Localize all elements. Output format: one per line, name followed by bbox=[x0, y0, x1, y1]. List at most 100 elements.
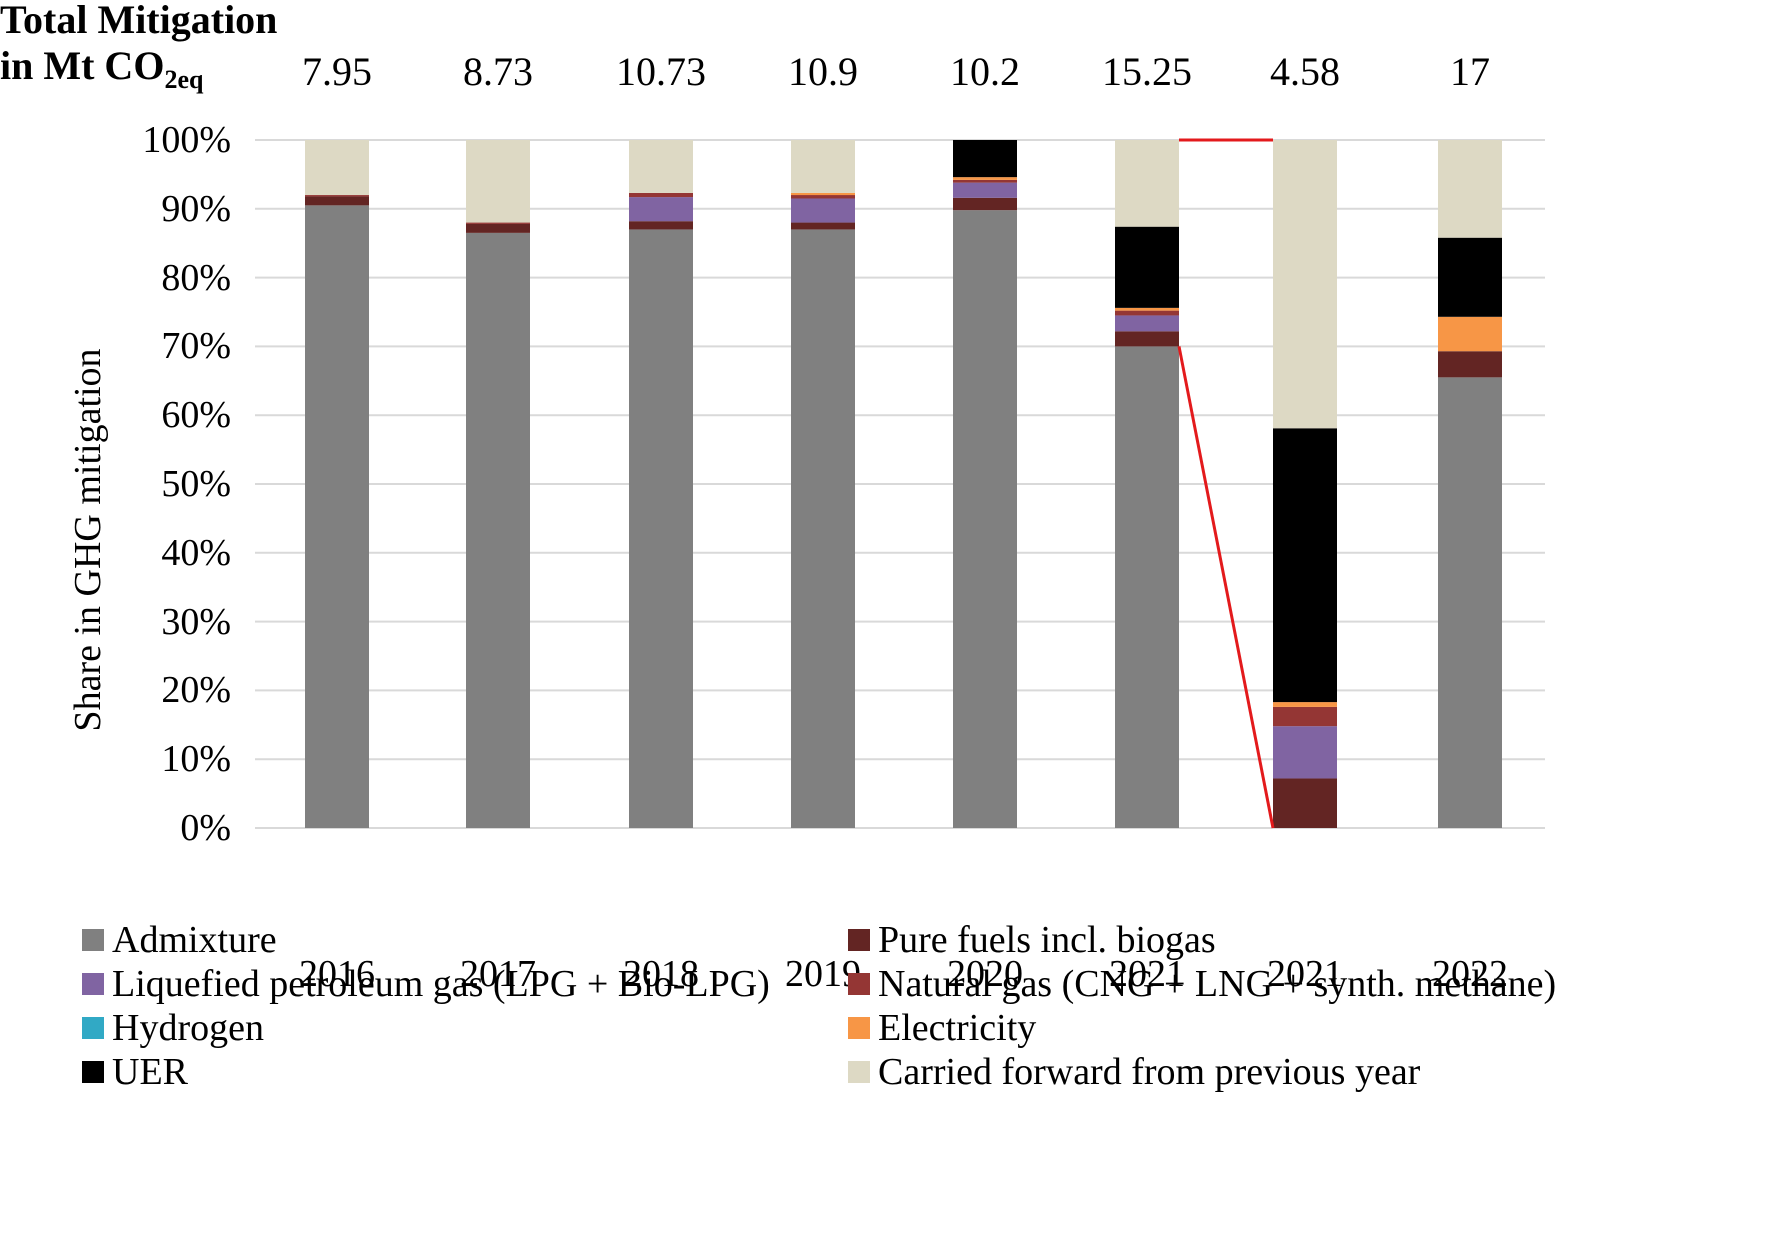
bar-segment bbox=[1115, 346, 1179, 828]
y-tick-label: 20% bbox=[161, 669, 231, 712]
legend-swatch bbox=[82, 1061, 104, 1083]
legend-label: UER bbox=[112, 1051, 188, 1093]
legend-swatch bbox=[848, 1061, 870, 1083]
bar-segment bbox=[953, 210, 1017, 828]
y-tick-label: 50% bbox=[161, 463, 231, 505]
bar-segment bbox=[791, 140, 855, 193]
y-tick-label: 40% bbox=[161, 531, 231, 574]
bar-segment bbox=[629, 197, 693, 222]
bar-segment bbox=[629, 140, 693, 193]
bar-segment bbox=[629, 229, 693, 828]
legend-item: Carried forward from previous year bbox=[848, 1050, 1420, 1094]
bar-segment bbox=[466, 140, 530, 223]
bar-segment bbox=[629, 192, 693, 198]
y-tick-label: 70% bbox=[161, 325, 231, 368]
bar-segment bbox=[953, 197, 1017, 211]
bar-segment bbox=[305, 140, 369, 196]
x-tick-label: 2016 bbox=[299, 953, 375, 995]
legend-swatch bbox=[82, 1017, 104, 1039]
total-mitigation-title: Total Mitigation bbox=[0, 0, 278, 42]
bar-segment bbox=[1115, 226, 1179, 308]
bar-segment bbox=[305, 195, 369, 197]
bar-segment bbox=[466, 223, 530, 233]
bar-segment bbox=[1115, 315, 1179, 332]
legend-label: Carried forward from previous year bbox=[878, 1051, 1421, 1093]
y-tick-label: 80% bbox=[161, 256, 231, 299]
legend-label: Electricity bbox=[878, 1007, 1037, 1049]
bar-segment bbox=[953, 140, 1017, 178]
y-tick-label: 30% bbox=[161, 600, 231, 643]
bar-segment bbox=[1273, 140, 1337, 429]
legend-label: Hydrogen bbox=[112, 1007, 264, 1049]
x-tick-label: 2017 bbox=[460, 953, 536, 995]
total-value: 10.9 bbox=[788, 49, 858, 94]
gridlines bbox=[255, 139, 1545, 829]
connector-line bbox=[1177, 346, 1275, 829]
y-tick-label: 90% bbox=[161, 187, 231, 230]
bar-segment bbox=[1273, 778, 1337, 828]
x-tick-label: 2021 bbox=[1267, 953, 1343, 995]
legend-label: Admixture bbox=[112, 919, 277, 961]
bar-segment bbox=[791, 192, 855, 196]
legend-item: Hydrogen bbox=[82, 1006, 264, 1050]
bar-segment bbox=[629, 221, 693, 230]
legend-swatch bbox=[848, 929, 870, 951]
bar-segment bbox=[1273, 726, 1337, 779]
bar-segment bbox=[1273, 702, 1337, 707]
bar-segment bbox=[953, 177, 1017, 180]
total-value: 8.73 bbox=[463, 49, 533, 94]
legend-item: Electricity bbox=[848, 1006, 1036, 1050]
bar-segment bbox=[791, 198, 855, 223]
total-value: 7.95 bbox=[302, 49, 372, 94]
legend-item: Natural gas (CNG + LNG + synth. methane) bbox=[848, 962, 1556, 1006]
zoom-connectors bbox=[1177, 138, 1275, 829]
bar-segment bbox=[1115, 307, 1179, 311]
x-tick-label: 2022 bbox=[1432, 953, 1508, 995]
x-tick-label: 2018 bbox=[623, 953, 699, 995]
y-axis-label: Share in GHG mitigation bbox=[67, 348, 109, 732]
y-tick-label: 60% bbox=[161, 394, 231, 437]
legend-label: Liquefied petroleum gas (LPG + Bio-LPG) bbox=[112, 963, 770, 1005]
total-value: 17 bbox=[1450, 49, 1490, 94]
bar-segment bbox=[1438, 237, 1502, 317]
legend-swatch bbox=[848, 973, 870, 995]
bar-segment bbox=[791, 222, 855, 230]
bar-segment bbox=[466, 232, 530, 828]
bar-segment bbox=[1115, 310, 1179, 316]
legend-item: Liquefied petroleum gas (LPG + Bio-LPG) bbox=[82, 962, 770, 1006]
total-value: 10.73 bbox=[616, 49, 706, 94]
total-value: 10.2 bbox=[950, 49, 1020, 94]
bar-segment bbox=[953, 182, 1017, 198]
y-tick-label: 10% bbox=[161, 738, 231, 781]
x-tick-label: 2020 bbox=[947, 953, 1023, 995]
legend-item: Admixture bbox=[82, 918, 277, 962]
bars bbox=[305, 140, 1502, 829]
bar-segment bbox=[791, 229, 855, 828]
total-value: 4.58 bbox=[1270, 49, 1340, 94]
legend-swatch bbox=[82, 929, 104, 951]
bar-segment bbox=[791, 195, 855, 199]
total-mitigation-unit: in Mt CO2eq bbox=[0, 43, 204, 95]
bar-segment bbox=[305, 196, 369, 206]
bar-segment bbox=[1438, 316, 1502, 352]
legend-label: Natural gas (CNG + LNG + synth. methane) bbox=[878, 963, 1557, 1005]
bar-segment bbox=[1438, 351, 1502, 378]
total-value: 15.25 bbox=[1102, 49, 1192, 94]
legend-item: UER bbox=[82, 1050, 188, 1094]
bar-segment bbox=[466, 222, 530, 224]
bar-segment bbox=[1115, 140, 1179, 227]
bar-segment bbox=[305, 205, 369, 829]
bar-segment bbox=[1115, 331, 1179, 347]
y-tick-label: 0% bbox=[180, 807, 231, 849]
bar-segment bbox=[953, 179, 1017, 183]
bar-segment bbox=[1438, 377, 1502, 828]
bar-segment bbox=[1273, 706, 1337, 727]
legend-label: Pure fuels incl. biogas bbox=[878, 919, 1216, 961]
legend-item: Pure fuels incl. biogas bbox=[848, 918, 1216, 962]
y-tick-label: 100% bbox=[142, 119, 231, 161]
bar-segment bbox=[1438, 140, 1502, 238]
legend-swatch bbox=[82, 973, 104, 995]
x-tick-label: 2021 bbox=[1109, 953, 1185, 995]
legend-swatch bbox=[848, 1017, 870, 1039]
